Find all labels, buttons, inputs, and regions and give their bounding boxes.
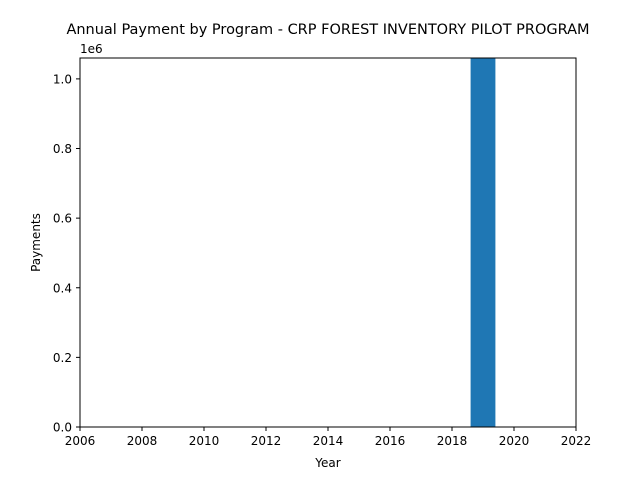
y-axis-label: Payments	[29, 213, 43, 272]
plot-area	[80, 58, 576, 427]
bar-2019	[470, 58, 496, 427]
bars-group	[470, 58, 496, 427]
chart-title: Annual Payment by Program - CRP FOREST I…	[66, 22, 589, 38]
y-tick-label-1.0: 1.0	[53, 72, 72, 86]
x-tick-label-2010: 2010	[189, 434, 220, 448]
y-axis: 0.0 0.2 0.4 0.6 0.8 1.0	[53, 72, 80, 435]
x-axis-label: Year	[314, 456, 340, 470]
x-tick-label-2006: 2006	[65, 434, 96, 448]
y-tick-label-0.2: 0.2	[53, 351, 72, 365]
x-tick-label-2020: 2020	[499, 434, 530, 448]
x-tick-label-2016: 2016	[375, 434, 406, 448]
y-tick-label-0.6: 0.6	[53, 212, 72, 226]
y-tick-label-0.8: 0.8	[53, 142, 72, 156]
y-tick-label-0.0: 0.0	[53, 421, 72, 435]
x-tick-label-2014: 2014	[313, 434, 344, 448]
x-tick-label-2012: 2012	[251, 434, 282, 448]
x-tick-label-2018: 2018	[437, 434, 468, 448]
x-tick-label-2022: 2022	[561, 434, 592, 448]
y-tick-label-0.4: 0.4	[53, 281, 72, 295]
x-axis: 2006 2008 2010 2012 2014 2016 2018 2020 2022	[65, 427, 592, 448]
x-tick-label-2008: 2008	[127, 434, 158, 448]
y-offset-label: 1e6	[80, 42, 103, 56]
